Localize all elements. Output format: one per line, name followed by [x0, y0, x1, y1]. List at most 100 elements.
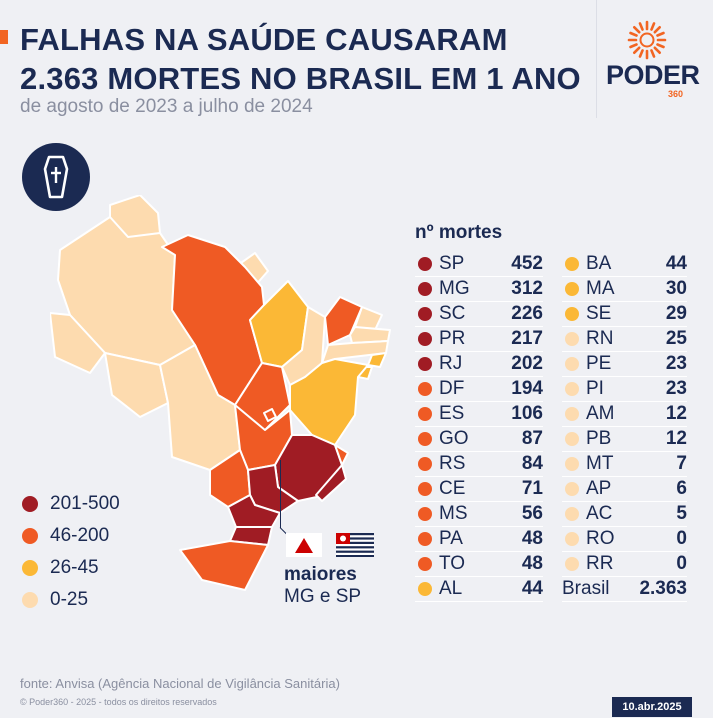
tier-dot [418, 532, 432, 546]
tier-dot [565, 307, 579, 321]
state-label: RN [586, 328, 614, 349]
state-label: BA [586, 253, 612, 274]
source-note: fonte: Anvisa (Agência Nacional de Vigil… [20, 676, 340, 691]
table-row: MG 312 [415, 277, 543, 302]
state-value: 106 [511, 403, 543, 424]
state-label: DF [439, 378, 465, 399]
legend-label: 46-200 [50, 525, 110, 546]
tier-dot [418, 557, 432, 571]
header-divider [596, 0, 597, 118]
state-value: 452 [511, 253, 543, 274]
table-row: MA 30 [562, 277, 687, 302]
state-al [367, 352, 387, 368]
state-value: 6 [676, 478, 687, 499]
coffin-glyph [43, 155, 69, 199]
state-label: MT [586, 453, 614, 474]
state-rs [179, 540, 269, 591]
state-label: RO [586, 528, 615, 549]
table-row: MT 7 [562, 452, 687, 477]
state-value: 7 [676, 453, 687, 474]
tier-dot [418, 507, 432, 521]
state-ce [324, 296, 363, 346]
state-value: 44 [665, 253, 687, 274]
tier-dot [418, 357, 432, 371]
tier-dot [418, 457, 432, 471]
tier-dot [418, 257, 432, 271]
table-row: MS 56 [415, 502, 543, 527]
table-row: PE 23 [562, 352, 687, 377]
total-value: 2.363 [639, 578, 687, 599]
state-label: MS [439, 503, 468, 524]
state-value: 0 [676, 553, 687, 574]
state-value: 48 [521, 528, 543, 549]
sao-paulo-flag-icon [336, 533, 374, 557]
state-value: 12 [665, 403, 687, 424]
tier-dot [565, 407, 579, 421]
state-label: PE [586, 353, 612, 374]
state-rj [315, 464, 347, 502]
tier-dot [418, 432, 432, 446]
table-row: RO 0 [562, 527, 687, 552]
tier-dot [418, 482, 432, 496]
tier-dot [418, 332, 432, 346]
minas-gerais-flag-icon [286, 533, 322, 557]
state-value: 23 [665, 378, 687, 399]
state-value: 44 [521, 578, 543, 599]
table-header: nº mortes [415, 222, 503, 243]
state-value: 202 [511, 353, 543, 374]
table-row: DF 194 [415, 377, 543, 402]
tier-dot [565, 557, 579, 571]
tier-dot [418, 307, 432, 321]
state-ba [289, 358, 369, 446]
tier-dot [565, 532, 579, 546]
total-label: Brasil [562, 578, 610, 599]
state-label: MA [586, 278, 615, 299]
legend-item: 0-25 [22, 584, 120, 616]
state-label: AL [439, 578, 463, 599]
state-label: SP [439, 253, 465, 274]
callout-line-1: maiores [284, 564, 357, 585]
legend-label: 26-45 [50, 557, 99, 578]
state-label: PB [586, 428, 612, 449]
state-value: 48 [521, 553, 543, 574]
state-value: 23 [665, 353, 687, 374]
tier-dot [418, 382, 432, 396]
logo-word: PODER [606, 60, 700, 90]
table-row: AM 12 [562, 402, 687, 427]
state-value: 56 [521, 503, 543, 524]
legend-item: 201-500 [22, 488, 120, 520]
state-value: 226 [511, 303, 543, 324]
copyright-note: © Poder360 - 2025 - todos os direitos re… [20, 697, 217, 707]
title-line-2: 2.363 MORTES NO BRASIL EM 1 ANO [20, 61, 581, 96]
table-row: RR 0 [562, 552, 687, 577]
state-label: PI [586, 378, 604, 399]
brazil-map [50, 195, 391, 591]
tier-dot [565, 507, 579, 521]
state-label: SC [439, 303, 466, 324]
tier-dot [565, 457, 579, 471]
legend-swatch [22, 496, 38, 512]
legend-label: 0-25 [50, 589, 89, 610]
tier-dot [418, 407, 432, 421]
table-row: RS 84 [415, 452, 543, 477]
sun-logo-icon [627, 20, 667, 60]
tier-dot [418, 582, 432, 596]
state-value: 12 [665, 428, 687, 449]
state-value: 84 [521, 453, 543, 474]
table-row: PR 217 [415, 327, 543, 352]
callout-leader-line [280, 460, 281, 528]
page-title: FALHAS NA SAÚDE CAUSARAM 2.363 MORTES NO… [20, 20, 581, 98]
state-value: 5 [676, 503, 687, 524]
legend-item: 26-45 [22, 552, 120, 584]
tier-dot [565, 282, 579, 296]
coffin-icon [22, 143, 90, 211]
state-pb [349, 326, 391, 344]
state-value: 29 [665, 303, 687, 324]
table-row: AP 6 [562, 477, 687, 502]
callout-text: maiores MG e SP [284, 564, 361, 608]
state-label: SE [586, 303, 612, 324]
legend-swatch [22, 592, 38, 608]
tier-dot [565, 332, 579, 346]
state-label: AC [586, 503, 613, 524]
tier-dot [565, 357, 579, 371]
